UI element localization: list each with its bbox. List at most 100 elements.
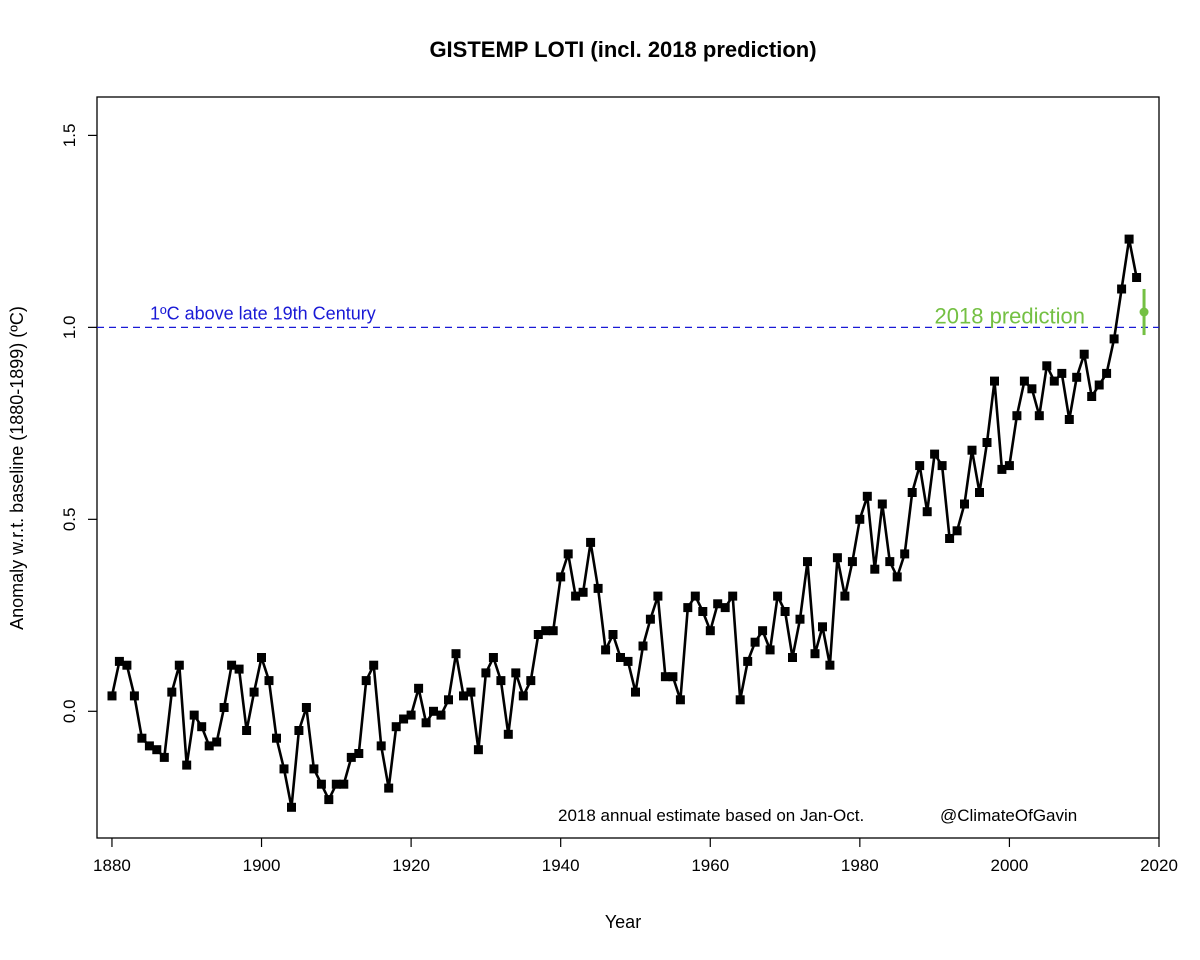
data-point-1953 xyxy=(653,591,663,601)
data-point-1900 xyxy=(257,653,266,662)
data-point-1964 xyxy=(735,695,745,705)
data-point-1989 xyxy=(922,507,932,517)
y-tick-label-1.5: 1.5 xyxy=(60,124,79,148)
data-point-1946 xyxy=(601,645,611,655)
data-point-1899 xyxy=(249,687,259,697)
data-point-1905 xyxy=(294,726,304,735)
data-point-1901 xyxy=(264,676,274,686)
data-point-1966 xyxy=(750,637,760,647)
data-point-1961 xyxy=(713,599,723,609)
chart-title: GISTEMP LOTI (incl. 2018 prediction) xyxy=(429,37,816,62)
data-point-1945 xyxy=(593,583,603,593)
data-point-1963 xyxy=(728,591,738,601)
data-point-1981 xyxy=(862,491,872,501)
data-point-1896 xyxy=(227,660,237,670)
series-points xyxy=(107,234,1142,812)
data-point-1986 xyxy=(900,549,910,559)
data-point-1934 xyxy=(511,668,521,678)
data-point-2004 xyxy=(1034,411,1044,421)
x-tick-label-2020: 2020 xyxy=(1140,856,1178,875)
data-point-1929 xyxy=(473,745,483,755)
data-point-1907 xyxy=(309,764,319,774)
data-point-1988 xyxy=(915,461,925,471)
data-point-1949 xyxy=(623,656,633,666)
data-point-1995 xyxy=(967,445,977,455)
data-point-1916 xyxy=(376,741,386,751)
data-point-1978 xyxy=(840,591,850,601)
x-tick-label-1900: 1900 xyxy=(243,856,281,875)
data-point-1925 xyxy=(444,695,453,705)
x-tick-label-2000: 2000 xyxy=(991,856,1029,875)
data-point-1985 xyxy=(892,572,902,582)
data-point-2006 xyxy=(1049,376,1059,386)
data-point-1895 xyxy=(219,703,229,712)
data-point-1984 xyxy=(885,557,895,567)
data-point-1921 xyxy=(414,683,424,693)
x-tick-label-1980: 1980 xyxy=(841,856,879,875)
data-point-1943 xyxy=(578,587,588,597)
data-point-1910 xyxy=(331,779,341,789)
x-tick-label-1920: 1920 xyxy=(392,856,430,875)
data-point-1926 xyxy=(451,649,461,659)
data-point-2007 xyxy=(1057,368,1067,378)
data-point-1904 xyxy=(287,802,296,812)
data-point-1914 xyxy=(361,676,371,686)
data-point-1956 xyxy=(675,695,685,705)
data-point-2008 xyxy=(1064,415,1074,424)
data-point-1944 xyxy=(586,537,596,547)
data-point-2015 xyxy=(1117,284,1127,294)
data-point-2016 xyxy=(1124,234,1134,244)
data-point-1880 xyxy=(107,691,117,701)
data-point-1965 xyxy=(743,656,753,666)
data-point-1987 xyxy=(907,488,917,497)
y-tick-label-1: 1.0 xyxy=(60,316,79,340)
data-point-1968 xyxy=(765,645,775,655)
data-point-2014 xyxy=(1109,334,1119,344)
data-point-2012 xyxy=(1094,380,1104,390)
data-point-1974 xyxy=(810,649,820,659)
data-point-2000 xyxy=(1004,461,1014,471)
data-point-1935 xyxy=(518,691,528,701)
data-point-1920 xyxy=(406,710,416,720)
data-point-1959 xyxy=(698,607,708,616)
data-point-1998 xyxy=(990,376,999,386)
data-point-1902 xyxy=(272,733,281,743)
data-point-1942 xyxy=(571,591,581,601)
data-point-1999 xyxy=(997,464,1007,474)
data-point-1940 xyxy=(556,572,566,582)
data-point-2010 xyxy=(1079,349,1089,359)
data-point-1936 xyxy=(526,676,536,686)
data-point-1928 xyxy=(466,687,476,697)
data-point-1990 xyxy=(930,449,940,459)
data-point-2005 xyxy=(1042,361,1052,371)
data-point-1930 xyxy=(481,668,491,678)
author-credit: @ClimateOfGavin xyxy=(940,806,1077,825)
data-point-1997 xyxy=(982,438,992,447)
data-point-1881 xyxy=(114,656,124,666)
data-point-2013 xyxy=(1102,368,1112,378)
data-point-1983 xyxy=(877,499,887,509)
data-point-1882 xyxy=(122,660,132,670)
data-point-1894 xyxy=(212,737,222,747)
y-tick-label-0.5: 0.5 xyxy=(60,508,79,532)
data-point-1931 xyxy=(488,653,498,662)
x-axis: 1880 1900 1920 1940 1960 1980 2000 2020 xyxy=(93,838,1178,875)
data-point-1975 xyxy=(818,622,827,632)
data-point-1911 xyxy=(339,779,349,789)
data-point-1958 xyxy=(690,591,700,601)
reference-line-label: 1ºC above late 19th Century xyxy=(150,303,376,323)
data-point-1960 xyxy=(705,626,715,636)
data-point-1917 xyxy=(384,783,394,793)
prediction-label: 2018 prediction xyxy=(935,303,1085,328)
data-point-1947 xyxy=(608,630,618,639)
data-point-2002 xyxy=(1019,376,1029,386)
data-point-1884 xyxy=(137,733,147,743)
data-point-1993 xyxy=(952,526,962,536)
data-point-1972 xyxy=(795,614,805,624)
data-point-1979 xyxy=(847,557,857,567)
data-point-1996 xyxy=(975,488,984,497)
data-point-1939 xyxy=(548,626,558,636)
data-point-1913 xyxy=(354,749,364,758)
data-point-1918 xyxy=(391,722,401,732)
